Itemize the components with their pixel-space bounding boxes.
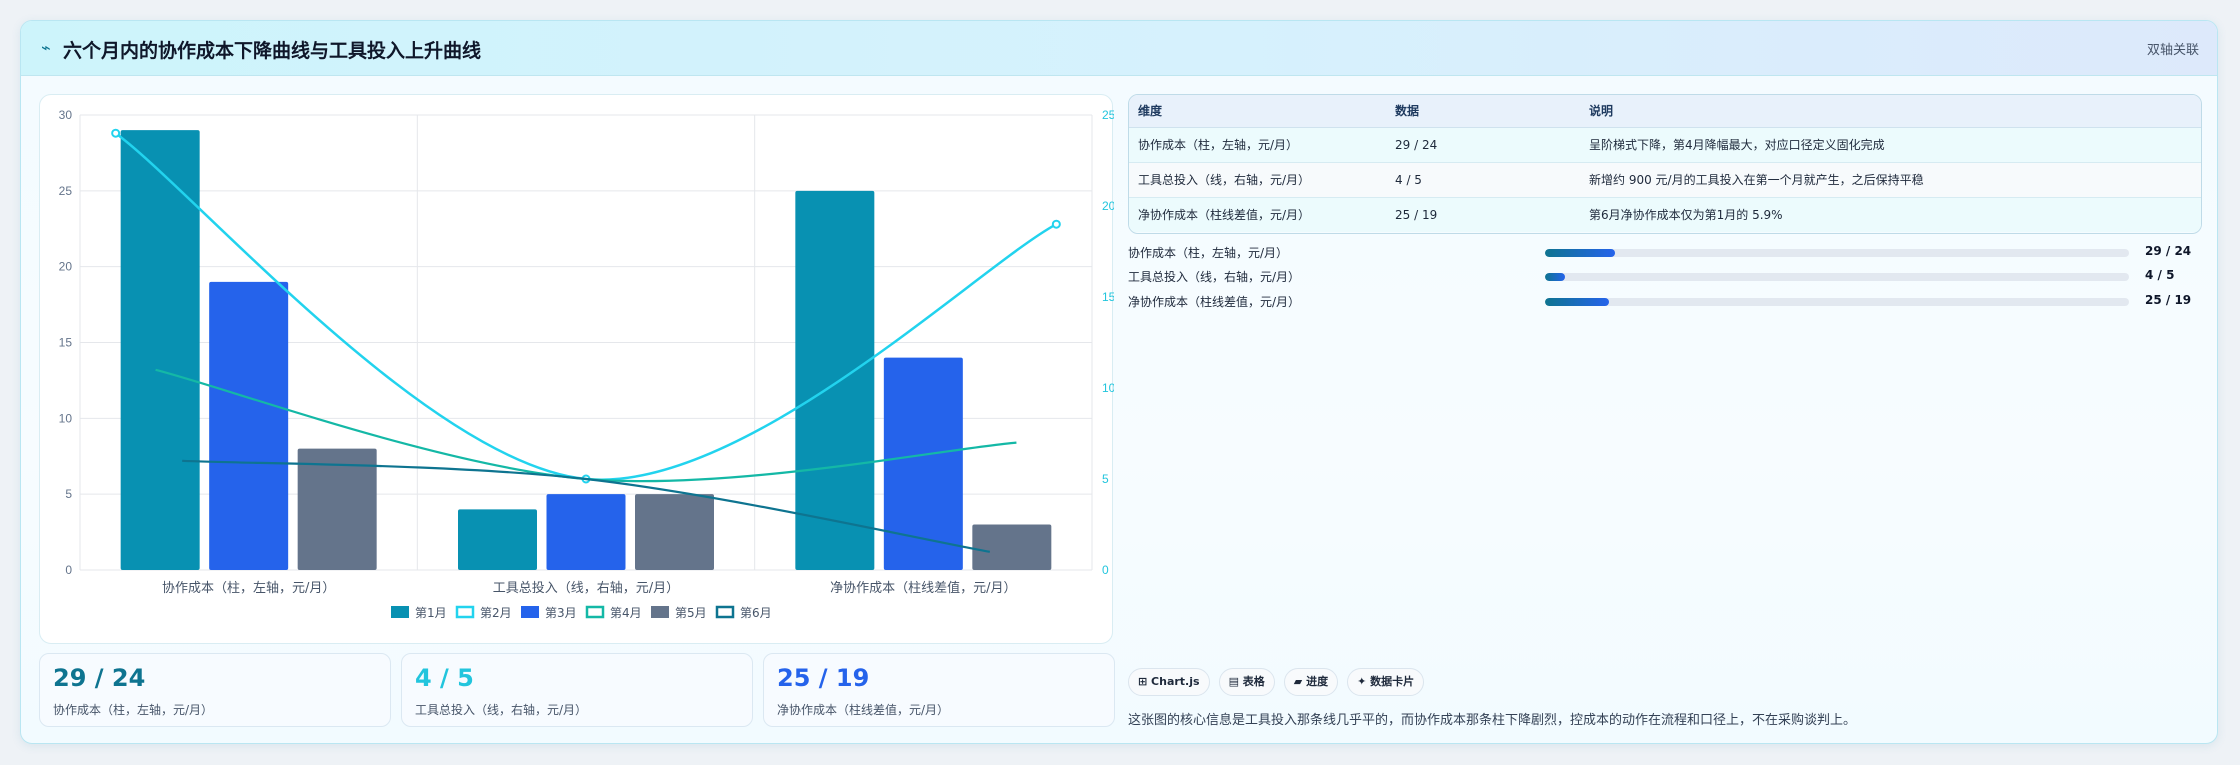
x-tick-label: 净协作成本（柱线差值，元/月） <box>830 580 1016 596</box>
legend-swatch <box>585 605 605 619</box>
bar <box>635 494 714 570</box>
legend-label: 第1月 <box>415 606 447 620</box>
progress-label: 协作成本（柱，左轴，元/月） <box>1128 246 1289 260</box>
progress-value: 29 / 24 <box>2145 244 2192 258</box>
legend-swatch <box>391 606 409 618</box>
data-table: 维度 数据 说明 协作成本（柱，左轴，元/月） 29 / 24 呈阶梯式下降，第… <box>1128 94 2202 234</box>
table-cell: 29 / 24 <box>1386 127 1580 163</box>
progress-track <box>1545 249 2129 257</box>
table-cell: 呈阶梯式下降，第4月降幅最大，对应口径定义固化完成 <box>1580 127 2201 163</box>
legend-label: 第5月 <box>675 606 707 620</box>
progress-label: 工具总投入（线，右轴，元/月） <box>1128 270 1301 284</box>
bar <box>972 524 1052 570</box>
legend-label: 第4月 <box>610 606 642 620</box>
legend-swatch <box>521 606 539 618</box>
table-cell: 协作成本（柱，左轴，元/月） <box>1129 127 1386 163</box>
y-left-tick-label: 10 <box>59 411 73 425</box>
progress-row: 净协作成本（柱线差值，元/月） 25 / 19 <box>1128 291 2202 311</box>
progress-track <box>1545 273 2129 281</box>
bar <box>120 130 200 570</box>
chip-progress[interactable]: ▰ 进度 <box>1283 668 1339 696</box>
legend-label: 第2月 <box>480 606 512 620</box>
bar <box>795 190 875 570</box>
kpi-card-tool-investment: 4 / 5 工具总投入（线，右轴，元/月） <box>401 653 753 727</box>
chip-data-cards[interactable]: ✦ 数据卡片 <box>1347 668 1425 696</box>
x-tick-label: 工具总投入（线，右轴，元/月） <box>493 580 679 596</box>
combo-chart: 0 5 10 15 20 25 30 0 5 10 15 20 25 协作成本（柱，左轴，元/月） 工具总投… <box>59 108 1114 620</box>
x-tick-label: 协作成本（柱，左轴，元/月） <box>162 581 335 596</box>
kpi-label: 工具总投入（线，右轴，元/月） <box>415 703 588 717</box>
table-cell: 第6月净协作成本仅为第1月的 5.9% <box>1580 197 2201 232</box>
progress-row: 协作成本（柱，左轴，元/月） 29 / 24 <box>1128 242 2202 262</box>
progress-label: 净协作成本（柱线差值，元/月） <box>1128 295 1301 309</box>
legend-swatch <box>651 606 669 618</box>
progress-fill <box>1545 249 1616 257</box>
chip-chartjs[interactable]: ⊞ Chart.js <box>1128 668 1210 696</box>
bar <box>883 357 963 570</box>
table-cell: 25 / 19 <box>1386 197 1580 232</box>
insight-text: 这张图的核心信息是工具投入那条线几乎平的，而协作成本那条柱下降剧烈，控成本的动作… <box>1128 713 1857 728</box>
trend-icon: ⌁ <box>41 38 51 57</box>
table-cell: 4 / 5 <box>1386 162 1580 198</box>
progress-value: 25 / 19 <box>2145 293 2192 307</box>
table-cell: 工具总投入（线，右轴，元/月） <box>1129 162 1386 198</box>
kpi-value: 25 / 19 <box>777 664 870 692</box>
y-right-tick-label: 0 <box>1102 563 1109 577</box>
table-cell: 净协作成本（柱线差值，元/月） <box>1129 197 1386 232</box>
bar <box>458 509 537 570</box>
table-cell: 新增约 900 元/月的工具投入在第一个月就产生，之后保持平稳 <box>1580 162 2201 198</box>
kpi-card-net-cost: 25 / 19 净协作成本（柱线差值，元/月） <box>763 653 1115 727</box>
y-left-tick-label: 5 <box>65 487 72 501</box>
progress-row: 工具总投入（线，右轴，元/月） 4 / 5 <box>1128 266 2202 286</box>
table-header-note: 说明 <box>1580 95 2201 128</box>
y-right-tick-label: 20 <box>1102 199 1114 213</box>
y-left-tick-label: 0 <box>65 563 72 577</box>
table-row: 工具总投入（线，右轴，元/月） 4 / 5 新增约 900 元/月的工具投入在第… <box>1129 162 2201 198</box>
progress-track <box>1545 298 2129 306</box>
kpi-value: 29 / 24 <box>53 664 146 692</box>
bar <box>297 448 377 570</box>
legend-swatch <box>715 605 735 619</box>
table-header-dimension: 维度 <box>1129 95 1386 128</box>
card-title: 六个月内的协作成本下降曲线与工具投入上升曲线 <box>63 40 482 62</box>
table-row: 净协作成本（柱线差值，元/月） 25 / 19 第6月净协作成本仅为第1月的 5… <box>1129 197 2201 232</box>
kpi-card-collab-cost: 29 / 24 协作成本（柱，左轴，元/月） <box>39 653 391 727</box>
bar <box>209 281 289 570</box>
table-row: 协作成本（柱，左轴，元/月） 29 / 24 呈阶梯式下降，第4月降幅最大，对应… <box>1129 127 2201 163</box>
kpi-label: 净协作成本（柱线差值，元/月） <box>777 703 950 717</box>
feature-chips: ⊞ Chart.js ▤ 表格 ▰ 进度 ✦ 数据卡片 <box>1128 668 1433 696</box>
y-right-tick-label: 25 <box>1102 108 1114 122</box>
y-left-tick-label: 25 <box>59 184 73 198</box>
legend-label: 第6月 <box>740 606 772 620</box>
line-point <box>111 128 121 138</box>
y-right-tick-label: 15 <box>1102 290 1114 304</box>
y-left-tick-label: 15 <box>59 336 73 350</box>
dual-axis-tag[interactable]: 双轴关联 <box>2146 43 2199 58</box>
y-left-tick-label: 30 <box>59 108 73 122</box>
progress-fill <box>1545 273 1566 281</box>
card-header: ⌁ 六个月内的协作成本下降曲线与工具投入上升曲线 双轴关联 <box>21 21 2217 76</box>
bar <box>546 494 626 570</box>
line-point <box>1051 219 1061 229</box>
legend-label: 第3月 <box>545 606 577 620</box>
chart-panel: 0 5 10 15 20 25 30 0 5 10 15 20 25 协作成本（柱，左轴，元/月） 工具总投… <box>39 94 1114 644</box>
dashboard-card: ⌁ 六个月内的协作成本下降曲线与工具投入上升曲线 双轴关联 0 5 10 15 20 25… <box>20 20 2218 744</box>
progress-fill <box>1545 298 1610 306</box>
chip-table[interactable]: ▤ 表格 <box>1218 668 1275 696</box>
y-left-tick-label: 20 <box>59 260 73 274</box>
table-header-data: 数据 <box>1386 95 1580 128</box>
y-right-tick-label: 10 <box>1102 381 1114 395</box>
progress-value: 4 / 5 <box>2145 268 2175 282</box>
y-right-tick-label: 5 <box>1102 472 1109 486</box>
legend-swatch <box>455 605 475 619</box>
kpi-label: 协作成本（柱，左轴，元/月） <box>53 703 214 717</box>
kpi-value: 4 / 5 <box>415 664 474 692</box>
series-line <box>182 459 991 553</box>
